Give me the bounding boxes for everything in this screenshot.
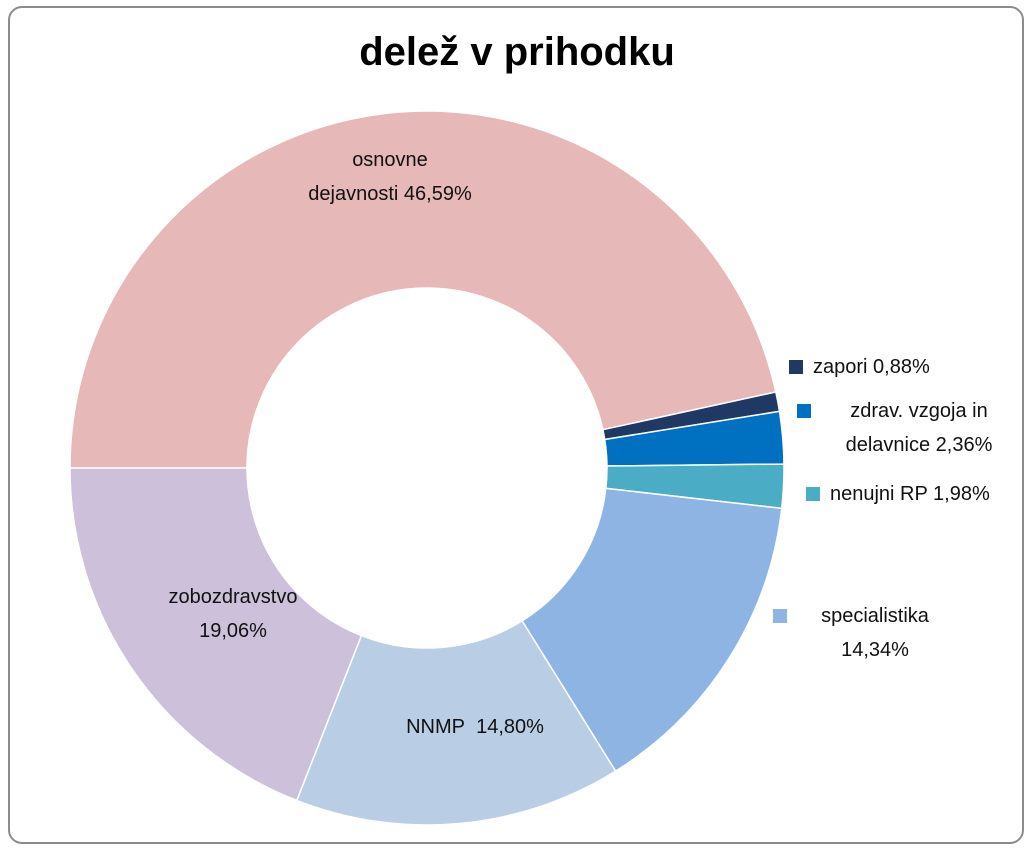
category-label: osnovne dejavnosti bbox=[308, 149, 428, 205]
value-label: 14,80% bbox=[476, 716, 544, 738]
data-label: osnovne dejavnosti 46,59% bbox=[305, 143, 475, 211]
data-label: NNMP 14,80% bbox=[360, 710, 590, 744]
legend-swatch bbox=[797, 404, 811, 418]
donut-slice bbox=[69, 467, 363, 802]
donut-slice bbox=[521, 487, 783, 773]
chart-title: delež v prihodku bbox=[359, 30, 675, 74]
value-label: 46,59% bbox=[403, 183, 472, 205]
category-label: zdrav. vzgoja in delavnice bbox=[845, 400, 988, 456]
label-text: nenujni RP 1,98% bbox=[830, 477, 990, 511]
data-label: nenujni RP 1,98% bbox=[806, 477, 1034, 511]
label-text: zdrav. vzgoja in delavnice 2,36% bbox=[821, 394, 1017, 462]
category-label: zobozdravstvo bbox=[168, 586, 298, 608]
category-label: NNMP bbox=[406, 716, 465, 738]
value-label: 19,06% bbox=[199, 620, 267, 642]
data-label: zapori 0,88% bbox=[789, 350, 989, 384]
donut-slice bbox=[69, 110, 777, 469]
value-label: 0,88% bbox=[873, 356, 930, 378]
label-text: specialistika 14,34% bbox=[797, 599, 953, 667]
chart-frame bbox=[8, 6, 1024, 844]
category-label: zapori bbox=[813, 356, 868, 378]
label-text: zapori 0,88% bbox=[813, 350, 930, 384]
donut-slice bbox=[295, 619, 617, 826]
value-label: 14,34% bbox=[841, 639, 909, 661]
category-label: specialistika bbox=[821, 605, 929, 627]
value-label: 2,36% bbox=[935, 434, 993, 456]
category-label: nenujni RP bbox=[830, 483, 928, 505]
legend-swatch bbox=[773, 609, 787, 623]
data-label: specialistika 14,34% bbox=[773, 599, 953, 667]
data-label: zobozdravstvo 19,06% bbox=[133, 580, 333, 648]
data-label: zdrav. vzgoja in delavnice 2,36% bbox=[797, 394, 1017, 462]
value-label: 1,98% bbox=[933, 483, 990, 505]
legend-swatch bbox=[789, 360, 803, 374]
legend-swatch bbox=[806, 487, 820, 501]
